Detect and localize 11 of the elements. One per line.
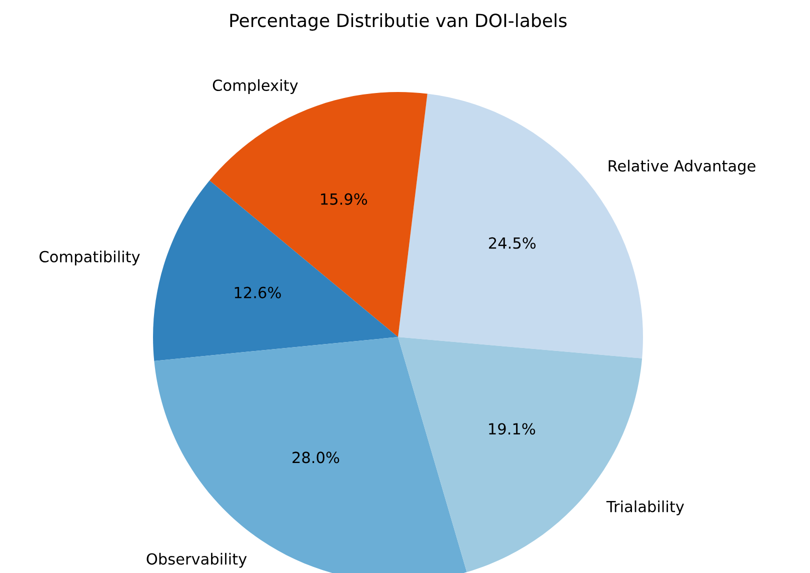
data-label: 24.5% [489,237,536,249]
slice-label: Trialability [606,500,684,516]
data-label: 15.9% [321,193,368,205]
chart-title: Percentage Distributie van DOI-labels [230,13,567,31]
data-label: 28.0% [292,452,340,464]
data-label: 19.1% [489,423,536,435]
slice-label: Compatibility [40,250,140,266]
slice-label: Observability [146,552,247,568]
slice-label: Complexity [212,79,298,94]
slice-label: Relative Advantage [608,160,756,175]
data-label: 12.6% [234,286,281,298]
